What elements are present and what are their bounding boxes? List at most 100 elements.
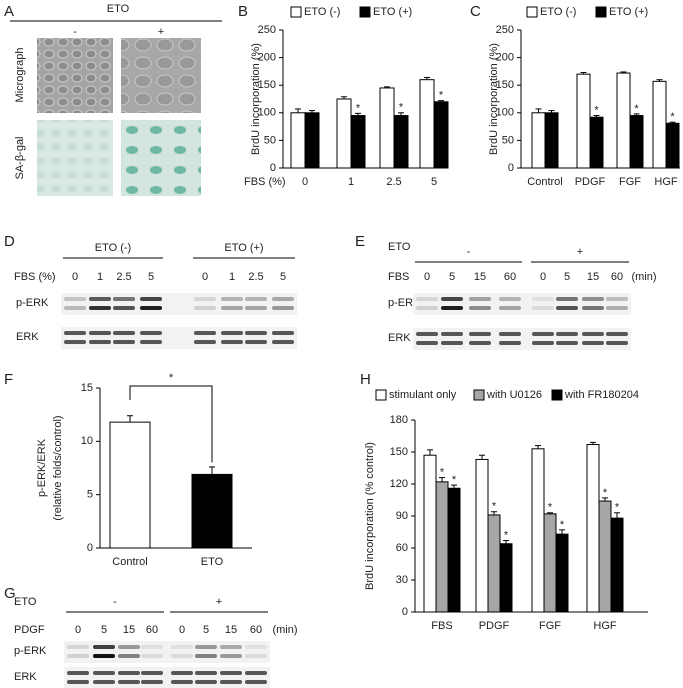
- p-erk-band: [67, 645, 89, 649]
- lane-label: 15: [225, 624, 237, 636]
- erk-band: [64, 340, 86, 344]
- lane-label: 5: [449, 271, 455, 283]
- error-bar: [424, 76, 430, 80]
- bar: [379, 87, 395, 169]
- error-bar: [209, 466, 215, 475]
- bar: [543, 513, 557, 613]
- erk-band: [499, 332, 521, 336]
- p-erk-band: [221, 306, 243, 310]
- p-erk-band: [272, 297, 294, 301]
- legend-swatch: [526, 6, 538, 18]
- comparison-bracket: [129, 385, 213, 463]
- error-bar: [451, 484, 457, 489]
- legend-label: with U0126: [486, 389, 542, 401]
- row-label: ERK: [388, 332, 411, 344]
- erk-band: [220, 680, 242, 684]
- column-label: +: [158, 26, 164, 38]
- legend-label: ETO (-): [304, 6, 340, 18]
- x-tick-label: PDGF: [479, 620, 510, 632]
- erk-band: [441, 332, 463, 336]
- lane-label: 15: [587, 271, 599, 283]
- y-tick-label: 100: [258, 107, 276, 119]
- error-bar: [491, 511, 497, 515]
- x-tick-label: FGF: [539, 620, 561, 632]
- p-erk-band: [245, 306, 267, 310]
- significance-label: *: [439, 90, 444, 102]
- legend-label: ETO (+): [609, 6, 648, 18]
- erk-band: [141, 680, 163, 684]
- p-erk-band: [141, 645, 163, 649]
- lane-label: 60: [250, 624, 262, 636]
- p-erk-band: [220, 645, 242, 649]
- significance-label: *: [548, 502, 553, 514]
- bar: [419, 79, 435, 169]
- erk-band: [245, 680, 267, 684]
- bar: [629, 115, 644, 169]
- error-bar: [438, 100, 444, 102]
- error-bar: [656, 79, 663, 82]
- x-tick-label: 2.5: [386, 176, 401, 188]
- panel-letter: D: [4, 233, 15, 250]
- erk-band: [171, 671, 193, 675]
- y-tick-label: 150: [390, 446, 408, 458]
- p-erk-band: [221, 297, 243, 301]
- y-tick-label: 200: [496, 52, 514, 64]
- legend-swatch: [551, 389, 563, 401]
- significance-label: *: [594, 104, 599, 116]
- error-bar: [295, 108, 301, 113]
- p-erk-band: [93, 654, 115, 658]
- erk-band: [469, 332, 491, 336]
- y-tick-label: 60: [396, 542, 408, 554]
- p-erk-band: [556, 297, 578, 301]
- erk-band: [171, 680, 193, 684]
- lane-label: 0: [540, 271, 546, 283]
- p-erk-band: [532, 297, 554, 301]
- lane-label: 1: [97, 271, 103, 283]
- group-label: -: [467, 246, 471, 258]
- row-label: Micrograph: [14, 47, 26, 102]
- x-axis-label: FBS (%): [244, 176, 286, 188]
- erk-band: [194, 340, 216, 344]
- error-bar: [127, 415, 133, 423]
- y-tick-label: 150: [496, 79, 514, 91]
- error-bar: [559, 529, 565, 535]
- p-erk-band: [606, 306, 628, 310]
- legend-swatch: [359, 6, 371, 18]
- p-erk-band: [67, 654, 89, 658]
- error-bar: [593, 115, 600, 118]
- erk-band: [89, 340, 111, 344]
- bar: [487, 514, 501, 613]
- legend-label: stimulant only: [389, 389, 457, 401]
- erk-band: [118, 671, 140, 675]
- p-erk-band: [141, 654, 163, 658]
- erk-band: [245, 331, 267, 335]
- p-erk-band: [582, 306, 604, 310]
- p-erk-band: [118, 654, 140, 658]
- erk-band: [606, 341, 628, 345]
- group-label: +: [577, 246, 583, 258]
- erk-band: [416, 332, 438, 336]
- error-bar: [309, 110, 315, 113]
- row-label: ERK: [14, 671, 37, 683]
- erk-band: [141, 671, 163, 675]
- bar: [433, 101, 449, 169]
- bar: [652, 80, 667, 169]
- bar: [191, 473, 233, 549]
- erk-band: [89, 331, 111, 335]
- error-bar: [427, 449, 433, 456]
- p-erk-band: [220, 654, 242, 658]
- lane-label: 5: [280, 271, 286, 283]
- p-erk-band: [140, 306, 162, 310]
- p-erk-band: [113, 306, 135, 310]
- row-label: SA-β-gal: [14, 136, 26, 179]
- p-erk-band: [245, 645, 267, 649]
- lane-label: 0: [179, 624, 185, 636]
- p-erk-band: [194, 306, 216, 310]
- comparison-label: *: [169, 372, 174, 384]
- lane-label: 5: [203, 624, 209, 636]
- y-tick-label: 5: [87, 489, 93, 501]
- p-erk-band: [171, 645, 193, 649]
- lane-label: 15: [123, 624, 135, 636]
- erk-band: [195, 680, 217, 684]
